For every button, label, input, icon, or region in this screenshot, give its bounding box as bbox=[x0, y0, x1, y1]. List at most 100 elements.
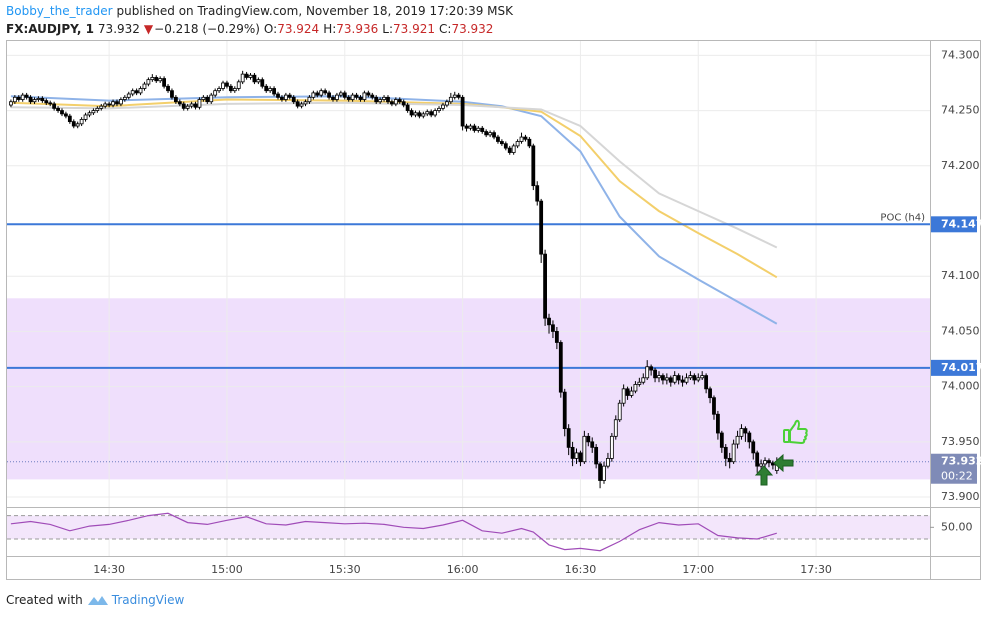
candle-body bbox=[338, 92, 343, 96]
candle-body bbox=[751, 441, 756, 454]
candle-body bbox=[358, 96, 363, 100]
candle-body bbox=[319, 90, 324, 96]
candle-body bbox=[492, 132, 496, 138]
candle-body bbox=[158, 78, 163, 82]
open-label: O: bbox=[263, 22, 278, 36]
candle-body bbox=[327, 92, 331, 98]
candle-body bbox=[40, 98, 45, 102]
logo bbox=[87, 596, 108, 605]
candle-body bbox=[547, 317, 551, 326]
candle-body bbox=[185, 105, 190, 109]
candle-body bbox=[36, 98, 41, 100]
arrow-up-icon bbox=[754, 465, 774, 486]
candle-body bbox=[727, 458, 732, 463]
y-tick-label: 74.300 bbox=[941, 48, 980, 61]
candle-body bbox=[609, 435, 614, 459]
candle-body bbox=[633, 384, 638, 392]
candle-body bbox=[441, 104, 445, 109]
thumbs-up-icon bbox=[783, 419, 808, 444]
rsi-line bbox=[10, 512, 777, 552]
candle-body bbox=[209, 94, 214, 103]
candle-body bbox=[342, 92, 347, 98]
candle-body bbox=[374, 96, 379, 103]
candle-body bbox=[95, 107, 100, 111]
candle-body bbox=[680, 379, 685, 383]
candle-body bbox=[130, 90, 135, 95]
candle-body bbox=[264, 85, 269, 92]
candle-body bbox=[606, 458, 610, 467]
y-tick-label: 74.200 bbox=[941, 159, 980, 172]
candle-body bbox=[256, 79, 261, 83]
candle-body bbox=[570, 446, 575, 459]
candle-body bbox=[739, 428, 744, 437]
candle-body bbox=[142, 83, 147, 89]
low: 73.921 bbox=[393, 22, 436, 36]
candle-body bbox=[393, 99, 398, 105]
candle-body bbox=[716, 413, 720, 434]
candle-body bbox=[476, 127, 481, 131]
footer-brand[interactable]: TradingView bbox=[111, 593, 185, 607]
high: 73.936 bbox=[336, 22, 379, 36]
y-tick-label: 73.950 bbox=[941, 435, 980, 448]
candle-body bbox=[574, 452, 579, 459]
candle-body bbox=[244, 73, 249, 78]
candle-body bbox=[221, 82, 225, 89]
symbol: FX:AUDJPY, 1 bbox=[6, 22, 94, 36]
candle-body bbox=[378, 99, 383, 103]
candle-body bbox=[653, 369, 657, 379]
author[interactable]: Bobby_the_trader bbox=[6, 4, 113, 18]
candle-body bbox=[303, 101, 308, 105]
candle-body bbox=[668, 377, 673, 383]
candle-body bbox=[213, 90, 218, 96]
candle-body bbox=[397, 99, 402, 103]
candle-body bbox=[201, 96, 206, 100]
candle-body bbox=[401, 101, 406, 106]
candle-body bbox=[664, 377, 669, 381]
chart: POC (h4) 14:30 15:00 15:30 16:00 16:30 17:00 1… bbox=[6, 40, 981, 580]
candle-body bbox=[99, 105, 104, 109]
candle-body bbox=[468, 125, 473, 129]
candle-body bbox=[228, 85, 233, 92]
candle-body bbox=[115, 101, 119, 105]
candle-body bbox=[696, 377, 701, 381]
candle-body bbox=[60, 110, 64, 115]
header-line: Bobby_the_trader published on TradingView… bbox=[6, 4, 517, 18]
candle-body bbox=[613, 419, 618, 437]
last: 73.932 bbox=[97, 22, 140, 36]
candle-body bbox=[87, 112, 92, 116]
candle-body bbox=[507, 147, 512, 153]
candle-body bbox=[173, 96, 178, 103]
open: 73.924 bbox=[277, 22, 320, 36]
footer-text: Created with bbox=[6, 593, 83, 607]
candle-body bbox=[366, 92, 371, 96]
symbol-line: FX:AUDJPY, 1 73.932 ▼−0.218 (−0.29%) O:73.9… bbox=[6, 22, 497, 36]
candle-body bbox=[79, 119, 84, 125]
candle-body bbox=[122, 96, 127, 100]
x-tick-label: 15:00 bbox=[211, 563, 243, 576]
rsi-tick-label: 50.00 bbox=[941, 520, 973, 533]
candle-body bbox=[16, 96, 21, 100]
candle-body bbox=[9, 101, 13, 106]
candle-body bbox=[496, 136, 500, 142]
y-tick-label: 73.900 bbox=[941, 490, 980, 503]
candle-body bbox=[91, 110, 96, 114]
moving-average bbox=[10, 101, 778, 249]
x-tick-label: 17:30 bbox=[800, 563, 832, 576]
candle-body bbox=[437, 107, 441, 111]
candle-body bbox=[283, 94, 288, 100]
candle-body bbox=[417, 112, 422, 117]
candle-body bbox=[44, 100, 49, 104]
candle-body bbox=[67, 115, 72, 123]
candle-body bbox=[649, 366, 654, 371]
candle-body bbox=[602, 465, 606, 481]
candle-body bbox=[28, 96, 33, 103]
candle-body bbox=[315, 92, 320, 96]
candle-body bbox=[287, 94, 292, 98]
candle-body bbox=[276, 93, 280, 98]
candle-body bbox=[515, 141, 520, 147]
candle-body bbox=[767, 460, 771, 464]
published: published on TradingView.com, November 1… bbox=[116, 4, 513, 18]
candle-body bbox=[425, 111, 430, 115]
candle-body bbox=[657, 375, 661, 379]
